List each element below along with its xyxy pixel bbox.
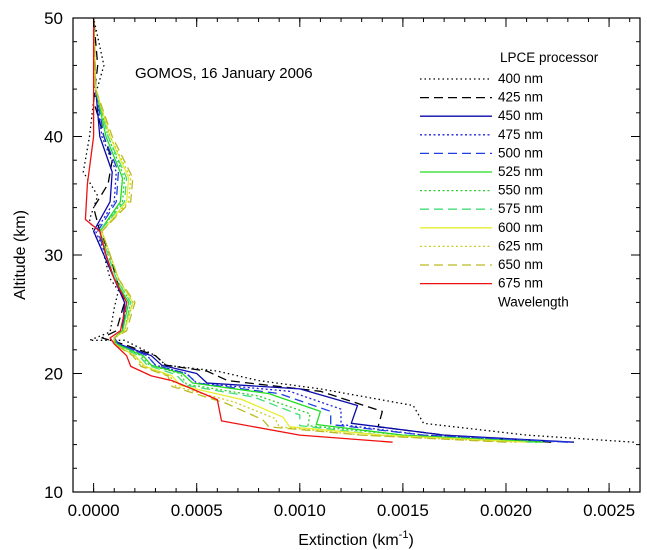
x-tick-label: 0.0020 — [480, 501, 532, 520]
series-line-425nm — [92, 17, 552, 443]
series-line-675nm — [84, 18, 393, 443]
x-tick-label: 0.0010 — [274, 501, 326, 520]
x-axis-title-close: ) — [408, 532, 413, 549]
x-axis-title-superscript: -1 — [399, 529, 409, 541]
series-line-625nm — [92, 17, 517, 443]
plot-frame — [72, 17, 641, 493]
y-tick-label: 40 — [44, 128, 63, 147]
legend-label: 675 nm — [498, 276, 543, 291]
axis-ticks: 0.0000 0.0005 0.0010 0.0015 0.0020 0.0025 10 20… — [44, 9, 640, 520]
legend-label: 550 nm — [498, 183, 543, 198]
legend-label: 475 nm — [498, 127, 543, 142]
legend-label: 425 nm — [498, 90, 543, 105]
y-axis-title: Altitude (km) — [12, 210, 29, 300]
x-tick-label: 0.0025 — [583, 501, 635, 520]
series-line-650nm — [92, 17, 507, 443]
legend-label: 600 nm — [498, 220, 543, 235]
series-line-500nm — [92, 17, 568, 443]
legend-label: 400 nm — [498, 71, 543, 86]
legend-label: 575 nm — [498, 201, 543, 216]
chart-annotation: GOMOS, 16 January 2006 — [135, 65, 313, 82]
series-group — [82, 17, 634, 443]
x-tick-label: 0.0005 — [171, 501, 223, 520]
x-tick-label: 0.0015 — [377, 501, 429, 520]
legend-label: 625 nm — [498, 238, 543, 253]
x-axis-title-main: Extinction (km — [298, 532, 398, 549]
legend-label: 500 nm — [498, 145, 543, 160]
x-axis-title: Extinction (km-1) — [298, 529, 414, 549]
y-tick-label: 20 — [44, 365, 63, 384]
legend: 400 nm 425 nm 450 nm 475 nm 500 nm 525 nm 550 … — [420, 71, 543, 291]
x-tick-label: 0.0000 — [68, 501, 120, 520]
legend-label: 450 nm — [498, 108, 543, 123]
legend-title: LPCE processor — [500, 50, 599, 65]
y-tick-label: 50 — [44, 9, 63, 28]
legend-footer: Wavelength — [498, 295, 569, 310]
y-tick-label: 30 — [44, 246, 63, 265]
legend-label: 650 nm — [498, 257, 543, 272]
y-tick-label: 10 — [44, 483, 63, 502]
legend-label: 525 nm — [498, 164, 543, 179]
